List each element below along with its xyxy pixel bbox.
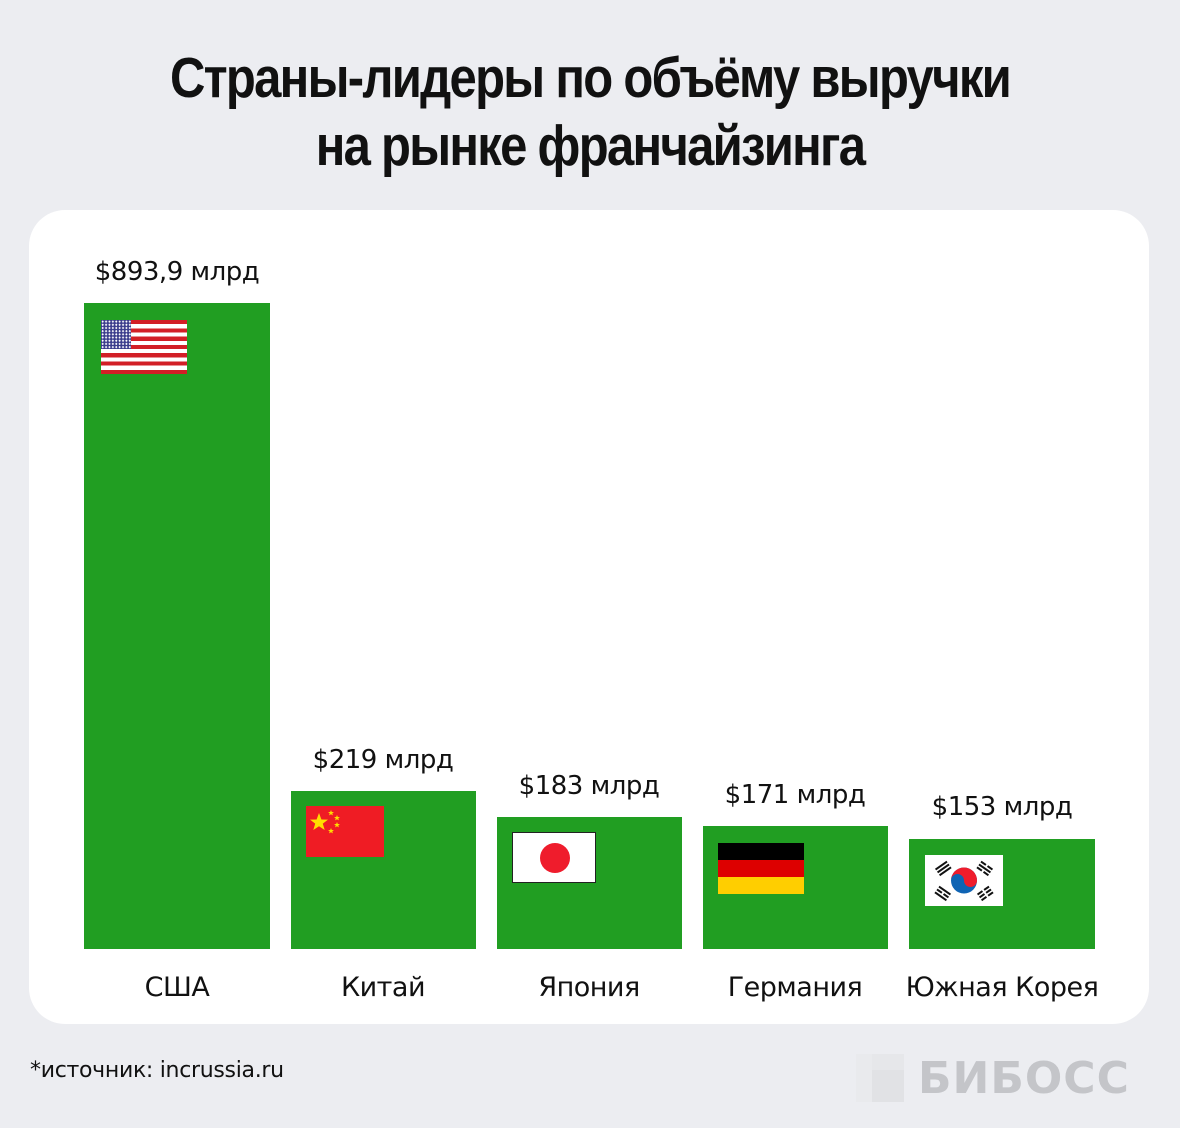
south-korea-flag-icon: [925, 855, 1003, 906]
value-label-germany: $171 млрд: [724, 780, 866, 810]
bar-usa: [84, 303, 270, 949]
category-label-south-korea: Южная Корея: [905, 972, 1099, 1003]
category-label-japan: Япония: [538, 972, 640, 1003]
bibossa-logo: БИБОСС: [856, 1052, 1130, 1104]
logo-text: БИБОСС: [918, 1052, 1130, 1104]
title-line-2: на рынке франчайзинга: [315, 114, 866, 178]
germany-flag-icon: [718, 843, 804, 894]
logo-mark-icon: [856, 1054, 904, 1102]
value-label-south-korea: $153 млрд: [931, 792, 1073, 822]
bar-japan: [497, 817, 682, 949]
china-flag-icon: [306, 806, 384, 857]
category-label-germany: Германия: [727, 972, 863, 1003]
title-line-1: Страны-лидеры по объёму выручки: [169, 46, 1012, 110]
category-label-china: Китай: [340, 972, 426, 1003]
value-label-china: $219 млрд: [312, 745, 454, 775]
usa-flag-icon: [101, 320, 187, 374]
source-note: *источник: incrussia.ru: [30, 1058, 284, 1083]
value-label-usa: $893,9 млрд: [94, 257, 260, 287]
japan-flag-icon: [512, 832, 596, 883]
category-label-usa: США: [144, 972, 210, 1003]
bar-germany: [703, 826, 888, 949]
bar-china: [291, 791, 476, 949]
page-title: Страны-лидеры по объёму выручки на рынке…: [83, 44, 1098, 180]
value-label-japan: $183 млрд: [518, 771, 660, 801]
bar-south-korea: [909, 839, 1095, 949]
